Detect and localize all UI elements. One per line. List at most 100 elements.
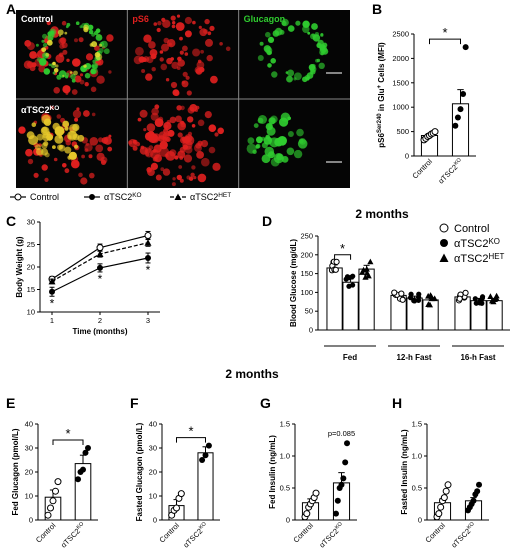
cell-blob (26, 131, 35, 140)
data-point (431, 128, 439, 136)
data-point (96, 244, 104, 252)
cell-blob (62, 49, 68, 55)
legend-marker (14, 193, 22, 201)
data-point (435, 510, 443, 518)
cell-blob (179, 36, 183, 41)
cell-blob (38, 65, 46, 73)
cell-blob (171, 182, 176, 187)
cell-blob (138, 56, 145, 63)
y-tick-label: 0 (405, 152, 409, 161)
cell-blob (286, 147, 295, 156)
y-tick-label: 250 (300, 232, 313, 241)
cell-blob (95, 53, 103, 61)
y-tick-label: 0 (286, 516, 290, 525)
data-point (342, 459, 349, 466)
cell-blob (65, 75, 69, 79)
data-point (411, 298, 417, 304)
data-point (391, 289, 398, 296)
cell-blob (77, 134, 85, 142)
cell-blob (65, 91, 69, 95)
cell-blob (75, 21, 80, 26)
group-label: 12-h Fast (396, 353, 431, 362)
cell-blob (139, 146, 148, 155)
cell-blob (192, 48, 201, 57)
cell-blob (172, 21, 176, 25)
cell-blob (57, 29, 64, 36)
cell-blob (95, 144, 104, 153)
cell-blob (64, 146, 72, 154)
legend-marker (440, 239, 448, 247)
data-point (75, 476, 82, 483)
bar (197, 452, 214, 521)
cell-blob (281, 20, 287, 26)
group-label: 16-h Fast (460, 353, 495, 362)
cell-blob (270, 115, 278, 124)
cell-blob (165, 78, 170, 82)
cell-blob (279, 29, 285, 35)
cell-blob (43, 68, 51, 75)
cell-blob (52, 71, 56, 75)
x-tick-label: αTSC2KO (59, 521, 88, 550)
cell-blob (201, 157, 210, 167)
y-tick-label: 40 (149, 420, 157, 429)
data-point (415, 297, 422, 303)
data-point (54, 478, 62, 486)
data-point (47, 504, 55, 512)
cell-blob (199, 28, 208, 37)
cell-blob (91, 112, 96, 117)
cell-blob (41, 164, 48, 171)
data-point (431, 295, 438, 302)
cell-blob (68, 130, 77, 140)
cell-blob (204, 18, 210, 25)
cell-blob (171, 61, 179, 69)
cell-blob (182, 144, 189, 150)
cell-blob (83, 64, 87, 68)
cell-blob (295, 20, 301, 26)
y-tick-label: 10 (149, 492, 157, 501)
cell-blob (177, 132, 183, 138)
cell-blob (175, 115, 182, 123)
cell-blob (56, 114, 62, 119)
cell-blob (191, 124, 196, 128)
cell-blob (164, 124, 169, 129)
cell-blob (187, 116, 194, 123)
panel-e-chart: E 0 10 20 30 40 Fed Glucagon (pmol/L) Control αT… (6, 395, 98, 550)
data-point (487, 293, 494, 299)
x-tick-label: αTSC2KO (317, 521, 346, 550)
x-tick-label: αTSC2KO (436, 157, 465, 186)
cell-blob (200, 140, 209, 148)
y-tick-label: 10 (27, 308, 35, 317)
y-tick-label: 1000 (392, 103, 409, 112)
panel-label-c: C (6, 213, 16, 229)
cell-blob (181, 80, 189, 88)
cell-blob (46, 39, 53, 46)
cell-blob (145, 152, 150, 157)
y-axis-label: Fed Glucagon (pmol/L) (11, 428, 20, 515)
cell-blob (74, 75, 82, 83)
cell-blob (46, 133, 54, 141)
cell-blob (74, 38, 78, 43)
chart-title: 2 months (355, 207, 409, 221)
data-point (144, 232, 152, 239)
cell-blob (137, 117, 142, 122)
data-point (173, 504, 180, 512)
cell-blob (25, 148, 33, 157)
cell-blob (145, 73, 153, 81)
data-point (398, 290, 405, 297)
cell-blob (186, 175, 191, 180)
y-tick-label: 20 (27, 263, 35, 272)
significance-marker: * (98, 272, 103, 286)
cell-blob (170, 81, 178, 89)
y-tick-label: 100 (300, 288, 313, 297)
y-tick-label: 30 (149, 444, 157, 453)
cell-blob (42, 42, 48, 48)
data-point (462, 289, 469, 296)
significance-bracket (52, 439, 84, 445)
data-point (456, 295, 463, 302)
data-point (177, 490, 185, 498)
legend-label: αTSC2HET (190, 192, 231, 202)
cell-blob (148, 41, 156, 49)
cell-blob (198, 25, 202, 29)
cell-blob (320, 51, 324, 56)
